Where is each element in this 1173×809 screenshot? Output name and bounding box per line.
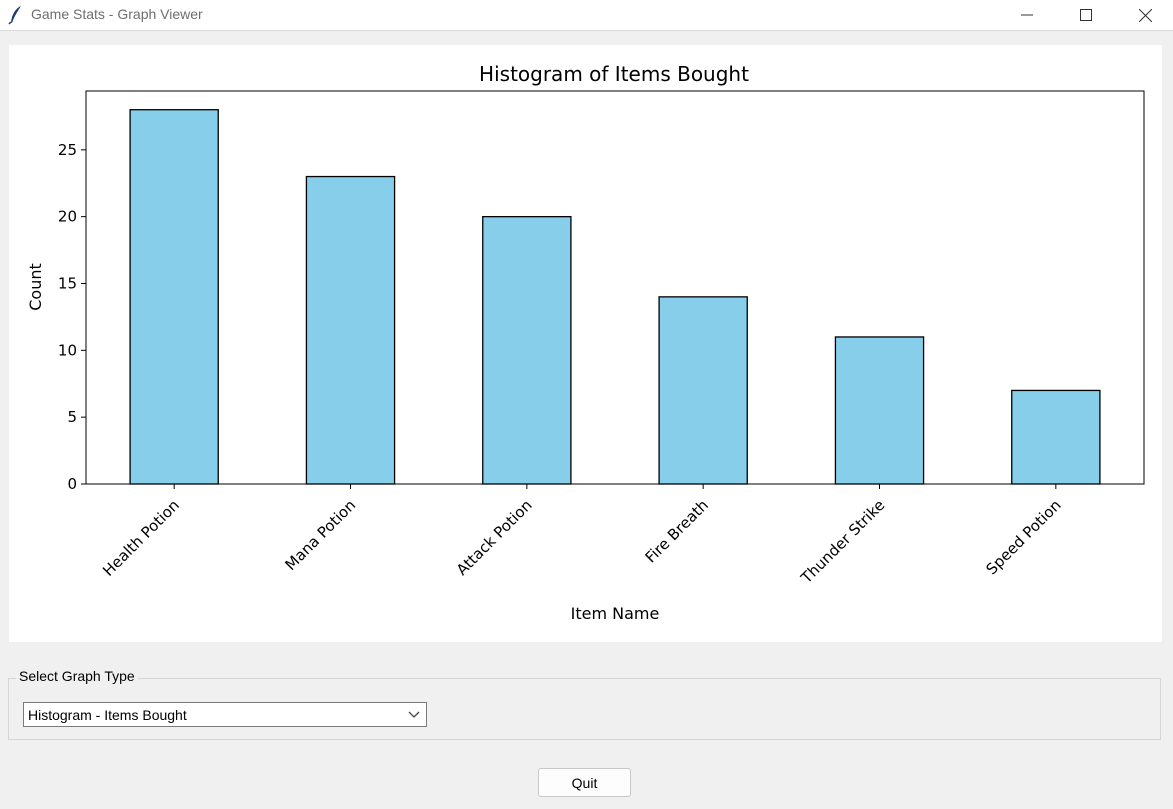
x-tick-label: Fire Breath [642, 496, 712, 566]
minimize-icon [1021, 14, 1033, 16]
y-tick-label: 25 [58, 141, 77, 159]
axes-frame [85, 90, 1145, 485]
window-title: Game Stats - Graph Viewer [31, 6, 203, 22]
x-tick-label: Mana Potion [282, 496, 360, 574]
bar [1011, 389, 1101, 485]
quit-button[interactable]: Quit [538, 768, 631, 797]
x-tick-label: Thunder Strike [797, 496, 889, 588]
x-tick-label: Health Potion [99, 496, 183, 580]
maximize-icon [1080, 9, 1092, 21]
y-tick-label: 20 [58, 208, 77, 226]
chevron-down-icon[interactable] [408, 711, 420, 719]
close-icon [1138, 8, 1152, 22]
bar [658, 296, 748, 485]
bar [129, 109, 219, 485]
y-axis-label: Count [26, 263, 45, 311]
x-tick-label: Speed Potion [982, 496, 1064, 578]
bar [834, 336, 925, 485]
graph-type-group-label: Select Graph Type [16, 668, 138, 684]
bar-chart: Histogram of Items Bought 0 5 10 15 20 25 Hea… [26, 62, 1145, 623]
y-tick-label: 0 [67, 475, 77, 493]
y-tick-label: 10 [58, 341, 77, 359]
chart-title: Histogram of Items Bought [479, 62, 749, 86]
graph-type-group [8, 678, 1161, 740]
x-axis-label: Item Name [571, 604, 660, 623]
y-tick-label: 5 [67, 408, 77, 426]
bar [305, 175, 396, 485]
plot-canvas: Histogram of Items Bought 0 5 10 15 20 25 Hea… [9, 45, 1162, 642]
minimize-button[interactable] [998, 0, 1056, 30]
graph-type-select-value: Histogram - Items Bought [28, 707, 187, 723]
x-tick-label: Attack Potion [453, 496, 536, 579]
y-tick-label: 15 [58, 274, 77, 292]
maximize-button[interactable] [1057, 0, 1115, 30]
feather-icon [8, 6, 21, 25]
title-bar[interactable]: Game Stats - Graph Viewer [0, 0, 1173, 31]
close-button[interactable] [1116, 0, 1173, 30]
graph-type-select[interactable]: Histogram - Items Bought [23, 702, 427, 727]
bar [482, 216, 572, 485]
